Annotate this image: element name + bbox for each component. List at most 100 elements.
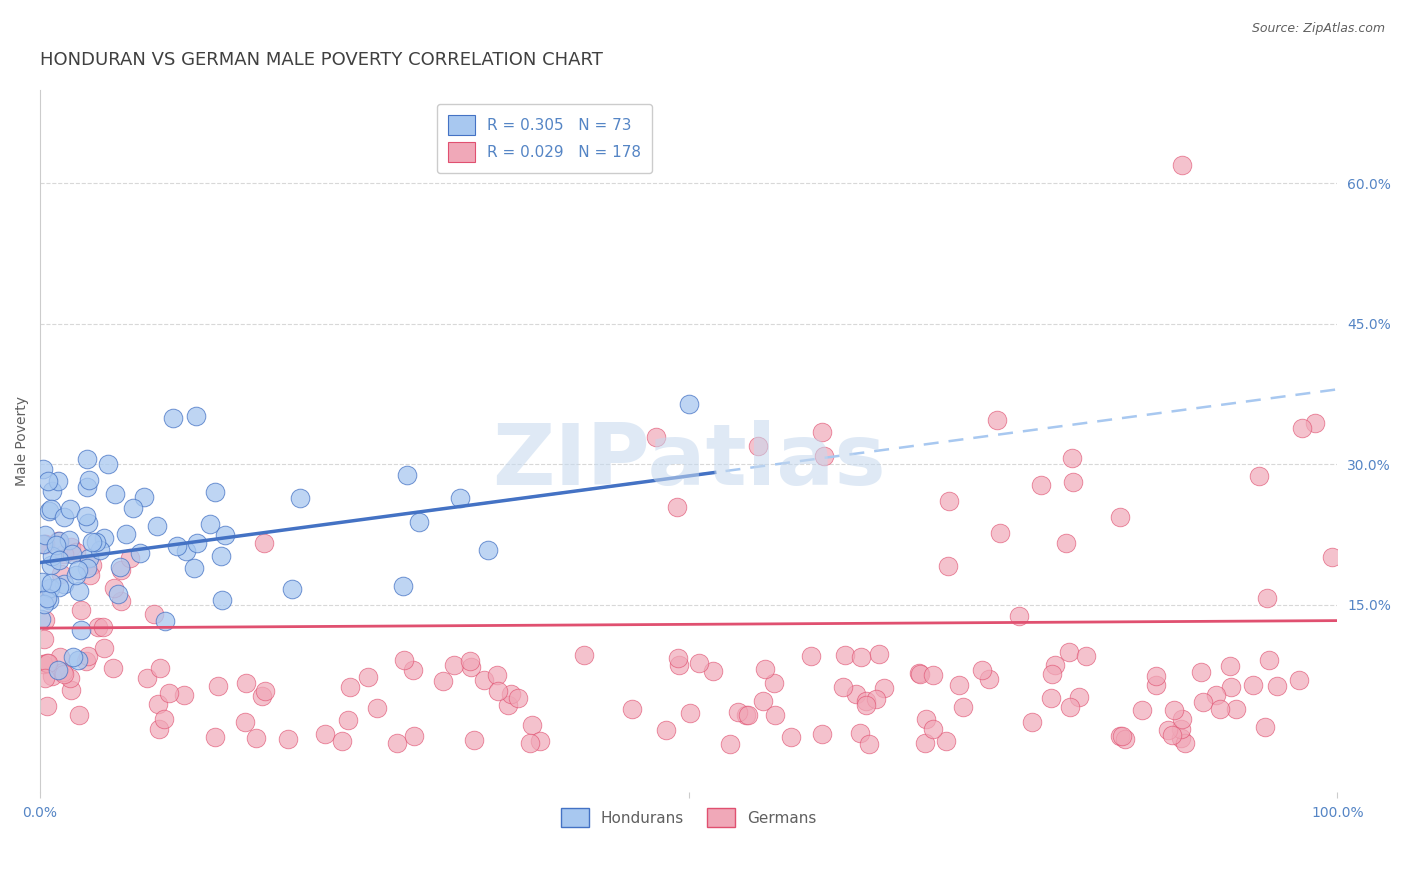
Point	[162, 411, 184, 425]
Point	[914, 736, 936, 750]
Point	[845, 687, 868, 701]
Point	[754, 662, 776, 676]
Point	[432, 674, 454, 689]
Point	[849, 726, 872, 740]
Point	[1029, 478, 1052, 492]
Point	[810, 425, 832, 439]
Point	[747, 439, 769, 453]
Text: HONDURAN VS GERMAN MALE POVERTY CORRELATION CHART: HONDURAN VS GERMAN MALE POVERTY CORRELAT…	[41, 51, 603, 69]
Point	[253, 536, 276, 550]
Point	[678, 397, 700, 411]
Point	[152, 712, 174, 726]
Point	[211, 593, 233, 607]
Point	[35, 656, 58, 670]
Point	[1114, 731, 1136, 746]
Point	[82, 535, 104, 549]
Point	[45, 538, 67, 552]
Point	[146, 519, 169, 533]
Point	[872, 681, 894, 695]
Point	[668, 657, 690, 672]
Point	[58, 533, 80, 547]
Point	[118, 550, 141, 565]
Point	[77, 550, 100, 565]
Point	[136, 671, 159, 685]
Point	[1225, 702, 1247, 716]
Point	[921, 668, 943, 682]
Point	[868, 647, 890, 661]
Point	[41, 549, 63, 564]
Point	[209, 549, 232, 563]
Point	[1109, 510, 1132, 524]
Point	[735, 707, 758, 722]
Point	[149, 661, 172, 675]
Point	[93, 531, 115, 545]
Point	[1170, 158, 1192, 172]
Point	[207, 679, 229, 693]
Point	[811, 727, 834, 741]
Point	[32, 657, 55, 671]
Point	[104, 486, 127, 500]
Point	[1209, 702, 1232, 716]
Point	[665, 500, 688, 514]
Point	[250, 690, 273, 704]
Point	[970, 663, 993, 677]
Point	[77, 473, 100, 487]
Point	[1021, 714, 1043, 729]
Point	[357, 670, 380, 684]
Point	[1132, 703, 1154, 717]
Point	[86, 534, 108, 549]
Point	[915, 712, 938, 726]
Point	[952, 699, 974, 714]
Point	[34, 671, 56, 685]
Point	[1288, 673, 1310, 687]
Point	[688, 656, 710, 670]
Point	[1174, 736, 1197, 750]
Point	[174, 544, 197, 558]
Point	[1192, 695, 1215, 709]
Point	[67, 563, 90, 577]
Point	[48, 580, 70, 594]
Point	[1258, 653, 1281, 667]
Y-axis label: Male Poverty: Male Poverty	[15, 396, 30, 486]
Point	[75, 654, 97, 668]
Point	[831, 680, 853, 694]
Point	[97, 457, 120, 471]
Point	[186, 536, 208, 550]
Point	[855, 698, 877, 712]
Point	[486, 684, 509, 698]
Point	[762, 676, 785, 690]
Point	[460, 660, 482, 674]
Point	[37, 656, 59, 670]
Point	[80, 558, 103, 573]
Point	[1144, 669, 1167, 683]
Point	[214, 528, 236, 542]
Point	[339, 681, 361, 695]
Point	[204, 730, 226, 744]
Point	[800, 648, 823, 663]
Point	[70, 603, 93, 617]
Point	[200, 517, 222, 532]
Point	[115, 527, 138, 541]
Point	[499, 687, 522, 701]
Point	[1060, 450, 1083, 465]
Point	[1108, 729, 1130, 743]
Point	[849, 650, 872, 665]
Point	[153, 615, 176, 629]
Point	[101, 661, 124, 675]
Point	[235, 676, 257, 690]
Point	[1322, 549, 1344, 564]
Point	[979, 672, 1001, 686]
Point	[91, 620, 114, 634]
Text: ZIPatlas: ZIPatlas	[492, 420, 886, 503]
Point	[1157, 723, 1180, 738]
Point	[60, 547, 83, 561]
Point	[59, 501, 82, 516]
Point	[935, 734, 957, 748]
Point	[443, 658, 465, 673]
Point	[148, 697, 170, 711]
Point	[288, 491, 311, 505]
Point	[49, 650, 72, 665]
Point	[157, 686, 180, 700]
Point	[46, 663, 69, 677]
Point	[1067, 690, 1090, 704]
